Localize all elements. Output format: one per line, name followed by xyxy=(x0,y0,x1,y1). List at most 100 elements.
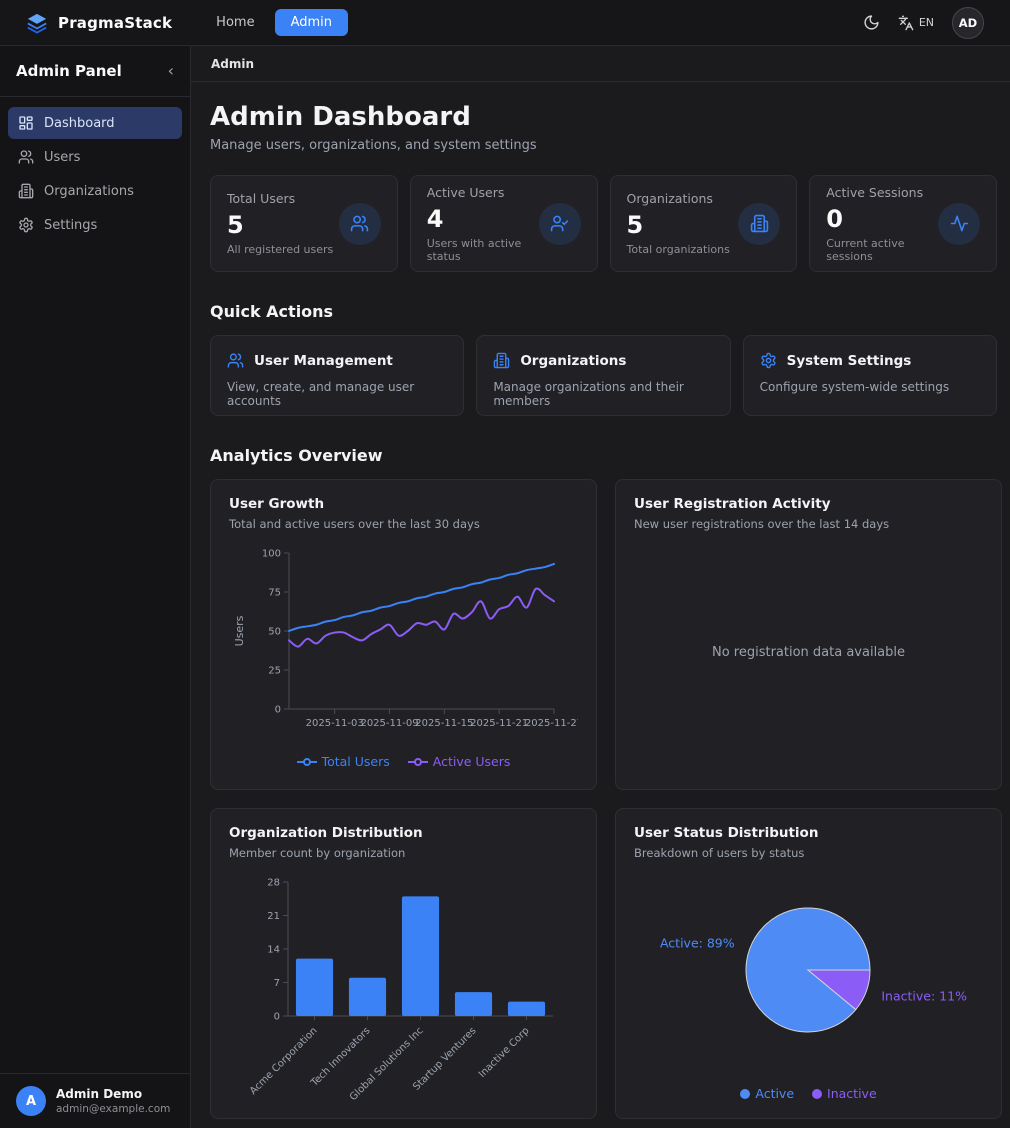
svg-text:2025-11-27: 2025-11-27 xyxy=(525,718,578,729)
brand[interactable]: PragmaStack xyxy=(26,12,172,34)
chart-title: Organization Distribution xyxy=(229,825,423,841)
svg-text:75: 75 xyxy=(268,588,281,599)
layers-logo-icon xyxy=(26,12,48,34)
sidebar-item-users[interactable]: Users xyxy=(8,141,182,173)
moon-icon xyxy=(863,14,880,31)
user-growth-card: User Growth Total and active users over … xyxy=(210,479,597,790)
nav-link-home[interactable]: Home xyxy=(216,15,255,30)
stat-label: Organizations xyxy=(626,191,713,206)
admin-sidebar: Admin Panel ‹ Dashboard xyxy=(0,46,191,1128)
gear-icon xyxy=(18,217,34,233)
svg-text:50: 50 xyxy=(268,627,281,638)
svg-text:28: 28 xyxy=(267,878,280,889)
quick-actions-grid: User Management View, create, and manage… xyxy=(210,335,997,416)
sidebar-item-organizations[interactable]: Organizations xyxy=(8,175,182,207)
user-status-pie-chart[interactable]: Active: 89% Inactive: 11% xyxy=(634,870,983,1082)
sidebar-collapse-button[interactable]: ‹ xyxy=(167,61,174,80)
stat-value: 5 xyxy=(626,211,644,239)
legend-item: Active xyxy=(740,1086,794,1101)
svg-text:2025-11-15: 2025-11-15 xyxy=(415,718,473,729)
sidebar-nav: Dashboard Users xyxy=(0,97,190,251)
stat-card-organizations: Organizations 5 Total organizations xyxy=(609,175,798,272)
sidebar-item-settings[interactable]: Settings xyxy=(8,209,182,241)
navbar-right: EN AD xyxy=(863,6,984,39)
chart-subtitle: Breakdown of users by status xyxy=(634,846,805,860)
quick-action-user-management[interactable]: User Management View, create, and manage… xyxy=(210,335,465,416)
svg-text:2025-11-21: 2025-11-21 xyxy=(470,718,528,729)
quick-action-description: Manage organizations and their members xyxy=(493,380,684,408)
chart-title: User Status Distribution xyxy=(634,825,819,841)
theme-toggle-button[interactable] xyxy=(863,14,880,31)
quick-action-description: View, create, and manage user accounts xyxy=(227,380,415,408)
quick-action-system-settings[interactable]: System Settings Configure system-wide se… xyxy=(742,335,997,416)
stat-description: Users with active status xyxy=(426,236,522,263)
brand-name: PragmaStack xyxy=(58,13,173,32)
users-icon xyxy=(338,202,381,245)
sidebar-item-dashboard[interactable]: Dashboard xyxy=(8,107,182,139)
quick-action-organizations[interactable]: Organizations Manage organizations and t… xyxy=(476,335,731,416)
quick-action-description: Configure system-wide settings xyxy=(759,380,950,394)
main-area: Admin Admin Dashboard Manage users, orga… xyxy=(191,46,1010,1128)
sidebar-item-label: Settings xyxy=(44,217,98,233)
dashboard-content: Admin Dashboard Manage users, organizati… xyxy=(191,82,1010,1128)
page-subtitle: Manage users, organizations, and system … xyxy=(210,138,537,153)
gear-icon xyxy=(760,352,777,369)
quick-actions-heading: Quick Actions xyxy=(210,302,334,321)
building-icon xyxy=(738,202,781,245)
sidebar-item-label: Dashboard xyxy=(44,115,115,131)
svg-text:Acme Corporation: Acme Corporation xyxy=(248,1025,320,1097)
breadcrumb: Admin xyxy=(211,56,255,71)
user-growth-line-chart[interactable]: 0 25 50 75 100 2025-11-032025-11-092025-11-15… xyxy=(229,541,583,733)
users-icon xyxy=(18,149,34,165)
dashboard-icon xyxy=(18,115,34,131)
language-selector[interactable]: EN xyxy=(898,15,934,31)
users-icon xyxy=(227,352,244,369)
stat-card-active-sessions: Active Sessions 0 Current active session… xyxy=(809,175,997,272)
top-navbar: PragmaStack Home Admin EN xyxy=(0,0,1010,46)
quick-action-title: System Settings xyxy=(786,352,912,369)
quick-action-title: User Management xyxy=(254,352,393,369)
svg-text:100: 100 xyxy=(262,549,281,560)
stats-grid: Total Users 5 All registered users xyxy=(210,175,997,272)
registration-empty-message: No registration data available xyxy=(711,644,906,660)
stat-card-total-users: Total Users 5 All registered users xyxy=(210,175,398,272)
user-avatar[interactable]: AD xyxy=(952,6,984,39)
stat-card-active-users: Active Users 4 Users with active status xyxy=(409,175,598,272)
svg-text:0: 0 xyxy=(275,705,281,716)
stat-description: Current active sessions xyxy=(826,236,905,263)
svg-text:0: 0 xyxy=(274,1012,280,1023)
svg-text:Active: 89%: Active: 89% xyxy=(660,936,735,951)
analytics-heading: Analytics Overview xyxy=(210,446,383,465)
sidebar-user-menu[interactable]: A Admin Demo admin@example.com xyxy=(0,1073,190,1128)
svg-text:14: 14 xyxy=(267,945,280,956)
charts-grid: User Growth Total and active users over … xyxy=(210,479,1002,1119)
user-avatar-small: A xyxy=(16,1086,46,1116)
nav-link-admin[interactable]: Admin xyxy=(274,9,348,36)
legend-item: Active Users xyxy=(407,754,510,769)
sidebar-item-label: Organizations xyxy=(44,183,134,199)
stat-value: 0 xyxy=(826,204,843,233)
svg-text:21: 21 xyxy=(267,911,280,922)
org-distribution-card: Organization Distribution Member count b… xyxy=(210,808,597,1119)
legend-item: Total Users xyxy=(296,754,390,769)
building-icon xyxy=(493,352,510,369)
svg-text:Inactive Corp: Inactive Corp xyxy=(477,1025,532,1080)
user-growth-legend: Total Users Active Users xyxy=(229,754,578,773)
svg-text:Inactive: 11%: Inactive: 11% xyxy=(881,988,967,1003)
registration-activity-card: User Registration Activity New user regi… xyxy=(615,479,1002,790)
stat-label: Active Users xyxy=(426,184,505,200)
sidebar-header: Admin Panel ‹ xyxy=(0,46,190,97)
sidebar-title: Admin Panel xyxy=(16,62,122,80)
activity-icon xyxy=(938,202,980,245)
svg-text:2025-11-09: 2025-11-09 xyxy=(360,718,418,729)
chart-subtitle: New user registrations over the last 14 … xyxy=(634,517,890,531)
stat-description: Total organizations xyxy=(626,243,730,256)
stat-value: 4 xyxy=(426,204,444,233)
nav-links: Home Admin xyxy=(206,9,348,36)
sidebar-item-label: Users xyxy=(44,149,81,165)
stat-description: All registered users xyxy=(227,243,334,256)
chart-title: User Registration Activity xyxy=(634,496,831,512)
svg-text:25: 25 xyxy=(268,666,281,677)
